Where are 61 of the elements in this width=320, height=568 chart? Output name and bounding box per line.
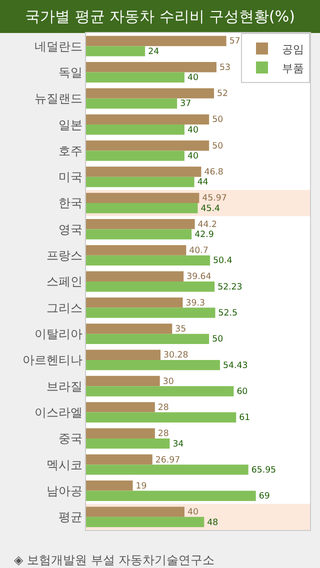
y-tick-label: 일본	[58, 118, 83, 132]
data-label: 40.7	[189, 246, 208, 256]
data-label: 45.4	[200, 204, 220, 214]
data-label: 57	[229, 36, 240, 47]
data-label: 35	[175, 324, 186, 334]
data-label: 40	[187, 152, 198, 162]
data-label: 40	[187, 125, 198, 136]
y-tick-label: 독일	[58, 65, 83, 80]
data-label: 50.4	[213, 256, 232, 266]
data-label: 28	[158, 429, 169, 440]
data-label: 40	[187, 508, 198, 518]
y-tick-label: 멕시코	[46, 458, 83, 472]
data-label: 61	[239, 413, 250, 424]
y-tick-label: 뉴질랜드	[34, 92, 83, 106]
data-label: 26.97	[155, 455, 180, 466]
data-label: 42.9	[194, 230, 214, 240]
data-label: 65.95	[251, 465, 276, 476]
data-label: 54.43	[223, 360, 248, 371]
y-tick-label: 프랑스	[46, 248, 83, 263]
data-label: 50	[212, 115, 224, 126]
y-tick-label: 브라질	[46, 379, 83, 394]
text: ◈ 보험개발원 부설 자동차기술연구소	[14, 553, 215, 567]
data-label: 30	[162, 376, 174, 387]
y-tick-label: 이스라엘	[34, 405, 83, 420]
data-label: 53	[219, 62, 230, 73]
data-label: 37	[180, 99, 192, 110]
data-label: 34	[172, 439, 184, 450]
chart-title: 국가별 평균 자동차 수리비 구성현황(%)	[24, 7, 296, 26]
data-label: 50	[212, 334, 224, 345]
y-tick-label: 중국	[58, 432, 83, 446]
data-label: 60	[236, 386, 248, 397]
data-label: 28	[158, 402, 169, 413]
y-tick-label: 아르헨티나	[22, 353, 83, 368]
y-tick-label: 그리스	[46, 300, 83, 315]
data-label: 24	[148, 46, 160, 57]
data-label: 44	[197, 178, 208, 188]
data-label: 19	[136, 481, 147, 492]
y-tick-label: 영국	[58, 222, 83, 236]
legend-label: 부품	[282, 62, 304, 75]
data-label: 52	[217, 89, 228, 100]
y-tick-label: 네덜란드	[34, 39, 83, 54]
data-label: 69	[258, 492, 270, 502]
y-tick-label: 한국	[58, 196, 83, 210]
data-label: 48	[207, 518, 218, 528]
y-tick-label: 이탈리아	[34, 327, 83, 342]
data-label: 45.97	[202, 194, 227, 204]
legend-label: 공임	[282, 42, 304, 56]
data-label: 46.8	[204, 168, 224, 178]
y-tick-label: 평균	[58, 510, 83, 524]
data-label: 40	[187, 73, 198, 84]
y-tick-label: 스페인	[46, 274, 83, 289]
y-tick-label: 호주	[58, 144, 83, 158]
data-label: 52.23	[218, 282, 242, 292]
y-tick-label: 미국	[58, 170, 83, 184]
data-label: 44.2	[198, 220, 218, 230]
y-tick-label: 남아공	[46, 484, 83, 498]
data-label: 39.3	[186, 298, 205, 308]
data-label: 50	[212, 141, 224, 152]
data-label: 39.64	[186, 272, 212, 282]
data-label: 30.28	[164, 350, 188, 361]
data-label: 52.5	[218, 308, 238, 319]
